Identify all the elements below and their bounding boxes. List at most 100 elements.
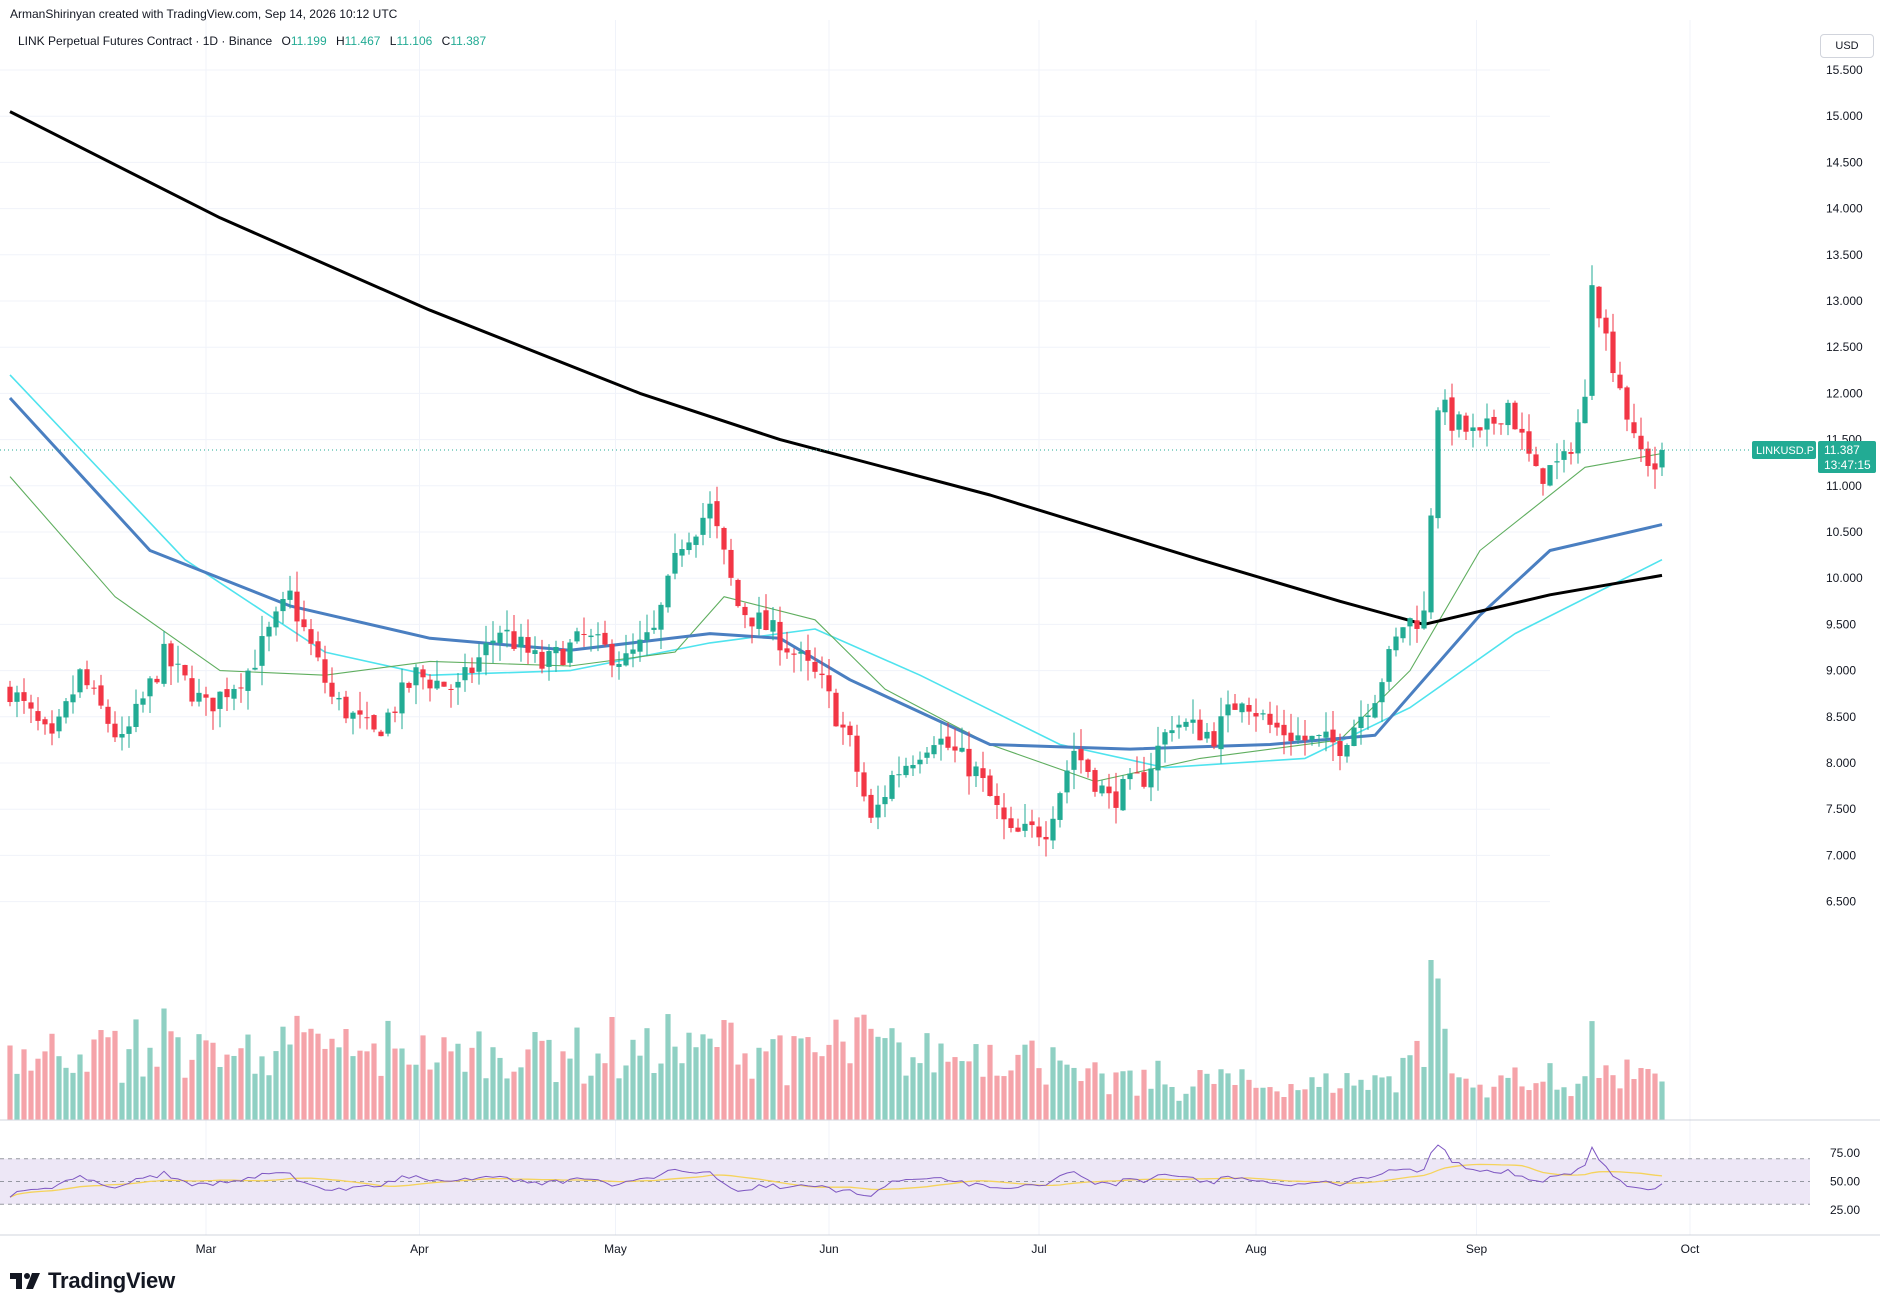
candle-body[interactable] bbox=[1470, 427, 1476, 431]
candle-body[interactable] bbox=[553, 646, 559, 654]
candle-body[interactable] bbox=[21, 692, 27, 701]
candle-body[interactable] bbox=[623, 653, 629, 666]
candle-body[interactable] bbox=[665, 575, 671, 608]
candle-body[interactable] bbox=[287, 590, 293, 600]
candle-body[interactable] bbox=[1141, 772, 1147, 787]
candle-body[interactable] bbox=[1386, 649, 1392, 682]
candle-body[interactable] bbox=[1379, 682, 1385, 703]
candle-body[interactable] bbox=[301, 619, 307, 628]
candle-body[interactable] bbox=[616, 663, 622, 667]
candle-body[interactable] bbox=[581, 633, 587, 635]
candle-body[interactable] bbox=[714, 501, 720, 527]
candle-body[interactable] bbox=[126, 726, 132, 734]
candle-body[interactable] bbox=[735, 579, 741, 607]
candle-body[interactable] bbox=[119, 734, 125, 738]
candle-body[interactable] bbox=[147, 678, 153, 697]
candle-body[interactable] bbox=[1162, 732, 1168, 745]
candle-body[interactable] bbox=[1526, 431, 1532, 454]
candle-body[interactable] bbox=[28, 702, 34, 709]
candle-body[interactable] bbox=[1316, 735, 1322, 737]
candle-body[interactable] bbox=[497, 632, 503, 643]
candle-body[interactable] bbox=[574, 631, 580, 642]
tradingview-logo[interactable]: TradingView bbox=[10, 1268, 175, 1294]
candle-body[interactable] bbox=[469, 667, 475, 673]
candle-body[interactable] bbox=[1610, 331, 1616, 374]
currency-button[interactable]: USD bbox=[1820, 34, 1874, 58]
candle-body[interactable] bbox=[1022, 823, 1028, 831]
candle-body[interactable] bbox=[1148, 768, 1154, 788]
candle-body[interactable] bbox=[441, 681, 447, 687]
candle-body[interactable] bbox=[1071, 750, 1077, 770]
candle-body[interactable] bbox=[252, 667, 258, 670]
candle-body[interactable] bbox=[707, 503, 713, 519]
candle-body[interactable] bbox=[826, 675, 832, 692]
candle-body[interactable] bbox=[154, 678, 160, 683]
candle-body[interactable] bbox=[1218, 716, 1224, 750]
candle-body[interactable] bbox=[504, 629, 510, 632]
candle-body[interactable] bbox=[763, 610, 769, 631]
candle-body[interactable] bbox=[1442, 399, 1448, 413]
candle-body[interactable] bbox=[1589, 285, 1595, 396]
candle-body[interactable] bbox=[266, 626, 272, 637]
candle-body[interactable] bbox=[189, 678, 195, 702]
candle-body[interactable] bbox=[427, 679, 433, 689]
candle-body[interactable] bbox=[1127, 773, 1133, 780]
candle-body[interactable] bbox=[322, 659, 328, 683]
candle-body[interactable] bbox=[1064, 770, 1070, 793]
candle-body[interactable] bbox=[1449, 397, 1455, 431]
candle-body[interactable] bbox=[203, 694, 209, 698]
candle-body[interactable] bbox=[854, 735, 860, 772]
candle-body[interactable] bbox=[238, 687, 244, 689]
candle-body[interactable] bbox=[721, 527, 727, 550]
candle-body[interactable] bbox=[231, 688, 237, 699]
candle-body[interactable] bbox=[259, 636, 265, 666]
candle-body[interactable] bbox=[1288, 732, 1294, 742]
candle-body[interactable] bbox=[1617, 374, 1623, 389]
candle-body[interactable] bbox=[357, 710, 363, 715]
candle-body[interactable] bbox=[882, 797, 888, 805]
candle-body[interactable] bbox=[406, 682, 412, 688]
candle-body[interactable] bbox=[378, 731, 384, 737]
candle-body[interactable] bbox=[1638, 435, 1644, 450]
candle-body[interactable] bbox=[770, 620, 776, 632]
candle-body[interactable] bbox=[84, 669, 90, 686]
candle-body[interactable] bbox=[1008, 818, 1014, 828]
rsi-pane[interactable]: 75.00 50.00 25.00 bbox=[0, 1119, 1880, 1236]
candle-body[interactable] bbox=[1365, 715, 1371, 718]
candle-body[interactable] bbox=[434, 680, 440, 689]
candle-body[interactable] bbox=[70, 694, 76, 703]
candle-body[interactable] bbox=[1491, 416, 1497, 424]
candle-body[interactable] bbox=[651, 627, 657, 630]
candle-body[interactable] bbox=[448, 688, 454, 690]
candle-body[interactable] bbox=[1652, 463, 1658, 470]
candle-body[interactable] bbox=[56, 716, 62, 732]
candle-body[interactable] bbox=[1015, 827, 1021, 832]
candle-body[interactable] bbox=[350, 712, 356, 719]
candle-body[interactable] bbox=[679, 549, 685, 556]
candle-body[interactable] bbox=[924, 752, 930, 758]
candle-body[interactable] bbox=[847, 725, 853, 736]
candle-body[interactable] bbox=[1085, 759, 1091, 772]
candle-body[interactable] bbox=[1036, 826, 1042, 838]
candle-body[interactable] bbox=[336, 697, 342, 700]
candle-body[interactable] bbox=[476, 657, 482, 672]
candle-body[interactable] bbox=[1659, 450, 1665, 468]
candle-body[interactable] bbox=[861, 772, 867, 797]
candle-body[interactable] bbox=[693, 536, 699, 545]
candle-body[interactable] bbox=[1540, 468, 1546, 484]
candle-body[interactable] bbox=[308, 629, 314, 644]
candle-body[interactable] bbox=[994, 795, 1000, 805]
candle-body[interactable] bbox=[1106, 786, 1112, 794]
candle-body[interactable] bbox=[196, 692, 202, 702]
candle-body[interactable] bbox=[560, 649, 566, 666]
candle-body[interactable] bbox=[602, 632, 608, 645]
candle-body[interactable] bbox=[1099, 785, 1105, 794]
candle-body[interactable] bbox=[784, 648, 790, 653]
candle-body[interactable] bbox=[728, 549, 734, 578]
candle-body[interactable] bbox=[938, 738, 944, 745]
candle-body[interactable] bbox=[791, 653, 797, 655]
candle-body[interactable] bbox=[1400, 627, 1406, 639]
candle-body[interactable] bbox=[1512, 402, 1518, 430]
candle-body[interactable] bbox=[1176, 724, 1182, 728]
candle-body[interactable] bbox=[371, 715, 377, 730]
